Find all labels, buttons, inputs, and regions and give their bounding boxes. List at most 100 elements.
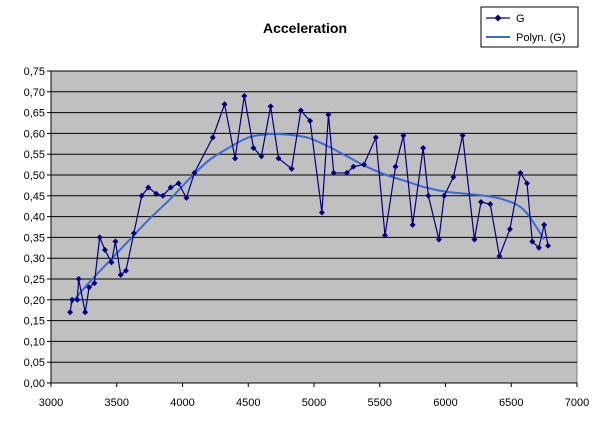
series-g-point [297, 107, 304, 114]
series-g-point [517, 169, 524, 176]
y-tick-label: 0,25 [24, 274, 45, 286]
series-polyn-g-trendline [69, 133, 545, 305]
series-g-point [221, 101, 228, 108]
y-tick-label: 0,20 [24, 295, 45, 307]
series-g-point [209, 134, 216, 141]
y-tick-label: 0,60 [24, 128, 45, 140]
series-g-point [130, 230, 137, 237]
y-tick-label: 0,65 [24, 108, 45, 120]
series-g-point [191, 169, 198, 176]
y-tick-label: 0,40 [24, 212, 45, 224]
y-tick-label: 0,45 [24, 191, 45, 203]
y-tick-label: 0,50 [24, 170, 45, 182]
series-g-point [360, 161, 367, 168]
legend-box [480, 6, 579, 48]
series-g-point [425, 192, 432, 199]
series-g-point [250, 144, 257, 151]
series-g-point [167, 184, 174, 191]
x-tick-label: 6000 [433, 397, 457, 409]
series-g-point [175, 180, 182, 187]
series-g-point [506, 226, 513, 233]
y-tick-label: 0,05 [24, 357, 45, 369]
series-g-point [183, 194, 190, 201]
chart-title: Acceleration [263, 20, 347, 36]
x-tick-label: 4500 [236, 397, 260, 409]
series-g-point [524, 180, 531, 187]
series-g-point [400, 132, 407, 139]
y-tick-label: 0,75 [24, 66, 45, 78]
series-g-point [545, 242, 552, 249]
series-g-point [275, 155, 282, 162]
series-g-point [91, 280, 98, 287]
y-tick-label: 0,55 [24, 149, 45, 161]
series-g-point [69, 296, 76, 303]
series-g-point [409, 221, 416, 228]
series-g-point [343, 169, 350, 176]
series-g-point [82, 309, 89, 316]
series-g-point [241, 92, 248, 99]
series-g-point [67, 309, 74, 316]
y-tick-label: 0,35 [24, 232, 45, 244]
x-tick-label: 3000 [39, 397, 63, 409]
x-tick-label: 5500 [368, 397, 392, 409]
series-g-point [459, 132, 466, 139]
series-g-point [318, 209, 325, 216]
x-tick-label: 7000 [565, 397, 589, 409]
x-tick-label: 6500 [499, 397, 523, 409]
series-g-point [117, 271, 124, 278]
series-layer [67, 92, 552, 316]
series-g-point [330, 169, 337, 176]
series-g-point [382, 232, 389, 239]
legend-label-polyn: Polyn. (G) [516, 32, 566, 44]
legend-g-marker [494, 14, 502, 22]
y-tick-label: 0,10 [24, 336, 45, 348]
series-g-point [108, 259, 115, 266]
legend: G Polyn. (G) [480, 6, 579, 48]
series-g-point [535, 244, 542, 251]
series-g-point [307, 117, 314, 124]
series-g-point [392, 163, 399, 170]
series-g-point [471, 236, 478, 243]
series-g-point [372, 134, 379, 141]
series-g-point [529, 238, 536, 245]
series-g-point [138, 192, 145, 199]
series-g-point [496, 253, 503, 260]
series-g-point [232, 155, 239, 162]
series-g-point [325, 111, 332, 118]
y-tick-label: 0,15 [24, 316, 45, 328]
series-g-point [420, 144, 427, 151]
series-g-point [145, 184, 152, 191]
legend-label-g: G [516, 13, 525, 25]
x-tick-label: 5000 [302, 397, 326, 409]
series-g-point [267, 103, 274, 110]
series-g-point [101, 246, 108, 253]
y-tick-label: 0,70 [24, 87, 45, 99]
y-axis: 0,00 0,05 0,10 0,15 0,20 0,25 0,30 0,35 0,40 0,45… [24, 66, 52, 390]
series-g-point [478, 199, 485, 206]
grid-lines [51, 70, 577, 384]
series-g-point [541, 221, 548, 228]
series-g-point [450, 174, 457, 181]
series-g-point [112, 238, 119, 245]
x-tick-label: 4000 [170, 397, 194, 409]
plot-area [50, 70, 578, 384]
y-tick-label: 0,30 [24, 253, 45, 265]
series-g-point [258, 153, 265, 160]
series-g-point [153, 190, 160, 197]
series-g-point [86, 284, 93, 291]
y-tick-label: 0,00 [24, 378, 45, 390]
series-g-point [122, 267, 129, 274]
series-g-point [96, 234, 103, 241]
series-g-point [75, 276, 82, 282]
series-g-point [288, 165, 295, 172]
x-tick-label: 3500 [105, 397, 129, 409]
series-g-point [487, 201, 494, 208]
x-axis: 3000 3500 4000 4500 5000 5500 6000 6500 7000 [39, 382, 589, 409]
series-g-point [350, 163, 357, 170]
series-g-point [435, 236, 442, 243]
series-g-point [441, 192, 448, 199]
series-g-point [74, 296, 81, 303]
series-g-point [159, 192, 166, 199]
